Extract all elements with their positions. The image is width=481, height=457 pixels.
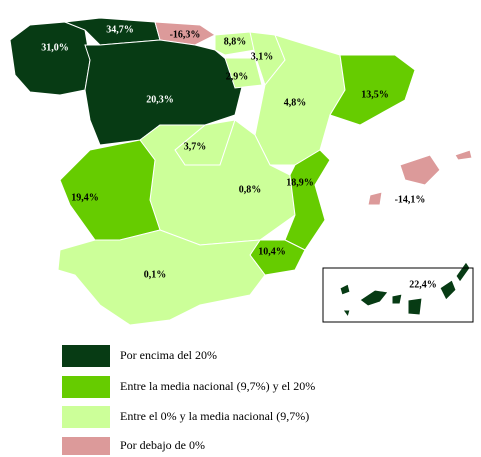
legend-label: Por debajo de 0%	[120, 438, 205, 452]
legend-swatch	[62, 437, 110, 455]
region-shapes	[9, 17, 473, 326]
legend-label: Por encima del 20%	[120, 348, 217, 362]
region-label: 13,5%	[361, 89, 389, 100]
region	[329, 54, 416, 126]
region	[59, 139, 161, 241]
region-label: 0,1%	[144, 269, 167, 280]
canarias-box	[322, 267, 474, 323]
region	[9, 21, 91, 96]
legend-swatch	[62, 376, 110, 398]
region-label: 22,4%	[409, 279, 437, 290]
region-label: 20,3%	[146, 94, 174, 105]
legend-swatch	[62, 406, 110, 428]
region-label: 2,9%	[226, 71, 249, 82]
region-label: -16,3%	[170, 29, 201, 40]
region-label: 3,7%	[184, 141, 207, 152]
region-label: 10,4%	[258, 246, 286, 257]
region-label: 3,1%	[251, 51, 274, 62]
region	[57, 229, 266, 326]
legend-label: Entre el 0% y la media nacional (9,7%)	[120, 409, 309, 423]
legend-swatch	[62, 345, 110, 367]
region	[284, 149, 331, 251]
region	[339, 261, 471, 319]
region-label: 31,0%	[41, 42, 69, 53]
region	[214, 31, 256, 56]
legend-label: Entre la media nacional (9,7%) y el 20%	[120, 379, 315, 393]
region	[367, 149, 473, 206]
region-label: -14,1%	[395, 194, 426, 205]
region-label: 18,9%	[286, 177, 314, 188]
region-label: 4,8%	[284, 97, 307, 108]
region	[224, 57, 263, 89]
region-label: 19,4%	[71, 192, 99, 203]
region	[154, 21, 216, 46]
region-label: 34,7%	[106, 24, 134, 35]
region-label: 8,8%	[224, 36, 247, 47]
region-label: 0,8%	[239, 184, 262, 195]
legend: Por encima del 20% Entre la media nacion…	[62, 345, 315, 455]
